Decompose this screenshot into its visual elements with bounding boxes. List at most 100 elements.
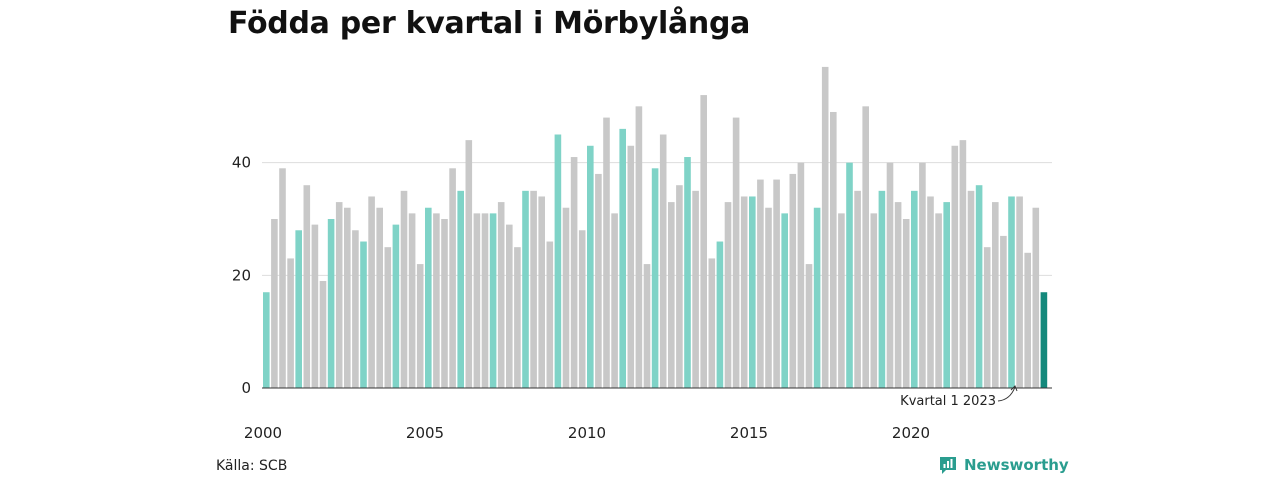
bar: [570, 157, 578, 388]
bar: [335, 202, 343, 388]
bar: [967, 190, 975, 388]
bar: [319, 280, 327, 388]
bar: [668, 202, 675, 388]
bar: [425, 207, 432, 388]
bar: [562, 207, 570, 388]
bar: [449, 168, 456, 388]
annotation-arrowhead: [1010, 385, 1018, 392]
source-note: Källa: SCB: [216, 458, 288, 474]
bar: [376, 207, 383, 388]
bar: [327, 219, 335, 388]
bar: [805, 264, 813, 388]
bar: [651, 168, 659, 388]
bar: [522, 190, 529, 388]
chart-title: Födda per kvartal i Mörbylånga: [228, 6, 751, 41]
bar: [1008, 196, 1015, 388]
bar: [975, 185, 983, 388]
bar: [700, 95, 707, 388]
bar: [441, 219, 448, 388]
x-tick-label: 2015: [730, 424, 768, 442]
y-tick-label: 20: [232, 266, 251, 284]
bar: [263, 292, 270, 388]
bar: [724, 202, 732, 388]
bar: [927, 196, 934, 388]
bar: [506, 224, 513, 388]
bar: [838, 213, 845, 388]
bar: [943, 202, 950, 388]
bar: [514, 247, 521, 388]
brand-logo: Newsworthy: [938, 455, 1069, 475]
bar: [821, 66, 829, 389]
bar: [862, 106, 869, 388]
bar: [497, 202, 505, 388]
bar: [611, 213, 618, 388]
bar: [1032, 207, 1040, 388]
bar: [635, 106, 643, 388]
bar: [578, 230, 586, 388]
bar: [732, 117, 740, 388]
bar: [400, 190, 408, 388]
x-tick-label: 2020: [892, 424, 930, 442]
bar: [878, 190, 886, 388]
bar: [408, 213, 416, 388]
newsworthy-logo-icon: [940, 457, 956, 474]
bar: [765, 207, 772, 388]
bar: [489, 213, 497, 388]
bar-latest: [1040, 292, 1048, 388]
bar: [983, 247, 991, 388]
bar: [368, 196, 375, 388]
bar: [530, 190, 537, 388]
x-tick-label: 2010: [568, 424, 606, 442]
bars: [263, 66, 1048, 389]
bar: [911, 190, 918, 388]
bar: [627, 145, 635, 388]
bar: [595, 173, 602, 388]
bar: [716, 241, 724, 388]
bar: [416, 264, 424, 388]
bar: [619, 128, 626, 388]
bar: [465, 140, 473, 388]
bar: [781, 213, 788, 388]
bar: [830, 111, 837, 388]
bar: [992, 202, 999, 388]
bar: [935, 213, 942, 388]
bar: [789, 173, 797, 388]
bar: [603, 117, 610, 388]
bar: [846, 162, 853, 388]
x-tick-label: 2005: [406, 424, 444, 442]
bar: [295, 230, 302, 388]
annotation-arrow: [997, 386, 1016, 402]
bar: [951, 145, 959, 388]
bar: [392, 224, 400, 388]
bar: [757, 179, 764, 388]
bar: [854, 190, 861, 388]
bar: [692, 190, 699, 388]
bar: [287, 258, 294, 388]
bar: [360, 241, 367, 388]
axes: 0 20 40 2000 2005 2010 2015 2020: [232, 154, 1052, 442]
bar: [676, 185, 683, 388]
bar: [344, 207, 351, 388]
bar: [481, 213, 489, 388]
annotation: Kvartal 1 2023: [900, 385, 1018, 409]
bar: [457, 190, 464, 388]
bar: [797, 162, 805, 388]
bar: [902, 219, 910, 388]
bar: [749, 196, 756, 388]
bar: [271, 219, 278, 388]
bar: [1000, 235, 1007, 388]
bar: [959, 140, 967, 388]
bar: [813, 207, 821, 388]
bar: [919, 162, 926, 388]
bar: [433, 213, 440, 388]
bar: [538, 196, 545, 388]
bar: [303, 185, 311, 388]
bar: [894, 202, 902, 388]
bar: [554, 134, 562, 388]
highlight-annotation-label: Kvartal 1 2023: [900, 394, 996, 409]
y-tick-label: 0: [241, 379, 251, 397]
bar: [546, 241, 554, 388]
bar: [311, 224, 319, 388]
bar: [1016, 196, 1023, 388]
